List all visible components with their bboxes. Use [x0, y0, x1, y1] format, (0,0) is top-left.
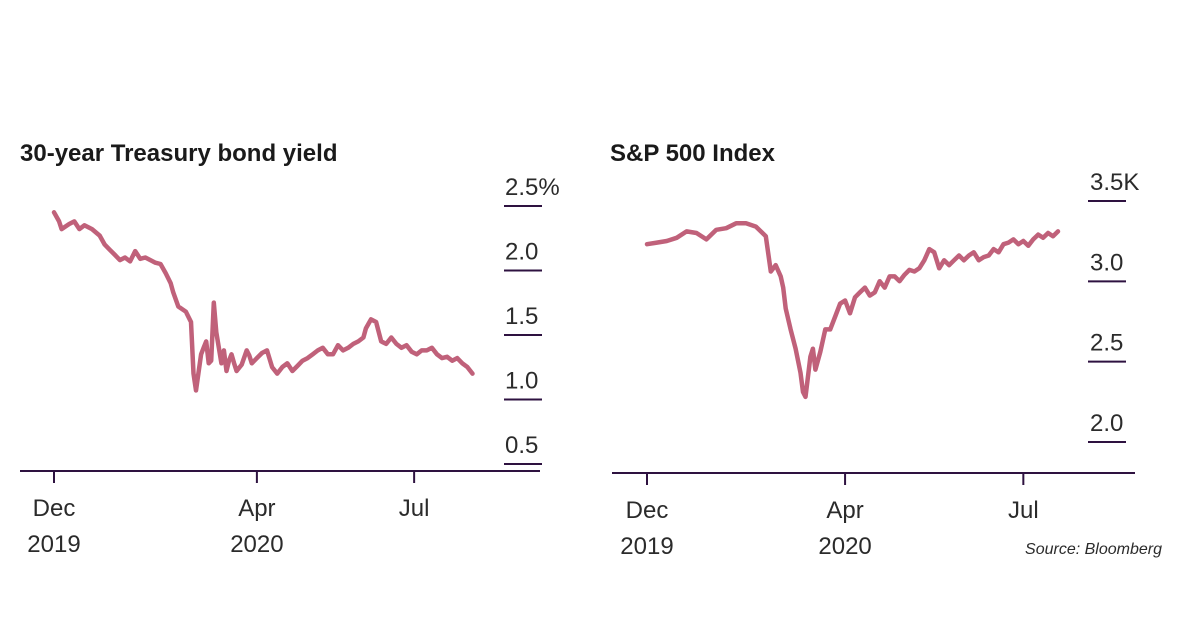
sp500-series-line — [647, 223, 1058, 397]
sp500-xtick-label: Dec — [626, 497, 669, 524]
charts-canvas: 0.5 1.0 1.5 2.0 2.5% Dec 2019 Apr 2020 Jul 2.0 2.5… — [0, 0, 1200, 636]
treasury-xtick-label: Apr — [238, 495, 275, 522]
treasury-xtick-label: 2020 — [230, 531, 283, 558]
treasury-xtick-label: Dec — [33, 495, 76, 522]
treasury-ytick-label: 2.0 — [505, 239, 538, 266]
sp500-xtick-label: 2019 — [620, 533, 673, 560]
treasury-ytick-label: 1.5 — [505, 303, 538, 330]
sp500-xtick-label: Apr — [826, 497, 863, 524]
sp500-ytick-label: 2.5 — [1090, 330, 1123, 357]
sp500-chart: 2.0 2.5 3.0 3.5K Dec 2019 Apr 2020 Jul — [612, 169, 1139, 560]
treasury-xtick-label: Jul — [399, 495, 430, 522]
treasury-ytick-label: 2.5% — [505, 174, 560, 201]
treasury-series-line — [54, 212, 473, 390]
treasury-yield-chart: 0.5 1.0 1.5 2.0 2.5% Dec 2019 Apr 2020 Jul — [20, 174, 560, 558]
treasury-ytick-label: 0.5 — [505, 432, 538, 459]
sp500-ytick-label: 2.0 — [1090, 410, 1123, 437]
treasury-xtick-label: 2019 — [27, 531, 80, 558]
sp500-ytick-label: 3.5K — [1090, 169, 1139, 196]
sp500-xtick-label: Jul — [1008, 497, 1039, 524]
sp500-ytick-label: 3.0 — [1090, 249, 1123, 276]
source-note: Source: Bloomberg — [1025, 541, 1162, 559]
sp500-xtick-label: 2020 — [818, 533, 871, 560]
treasury-ytick-label: 1.0 — [505, 368, 538, 395]
